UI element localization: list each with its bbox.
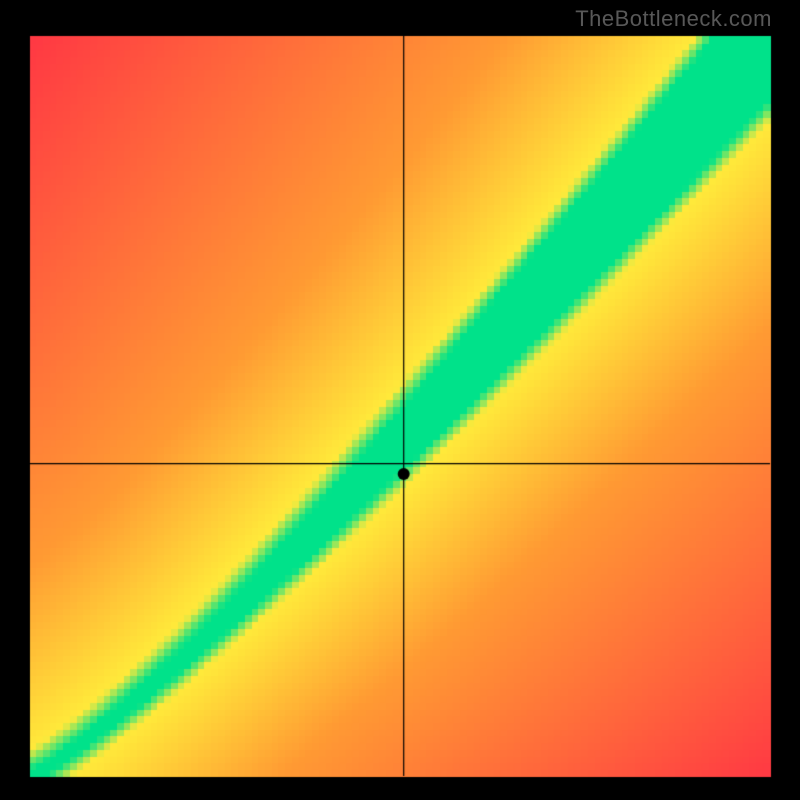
watermark-text: TheBottleneck.com: [575, 6, 772, 32]
chart-wrap: { "watermark": { "text": "TheBottleneck.…: [0, 0, 800, 800]
bottleneck-heatmap: [0, 0, 800, 800]
